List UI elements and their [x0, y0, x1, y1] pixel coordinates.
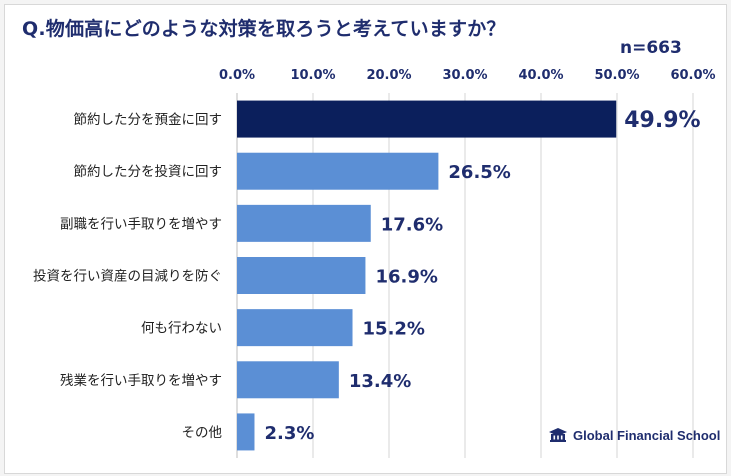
bar	[237, 152, 439, 190]
school-logo-text: Global Financial School	[573, 427, 721, 443]
bar	[237, 100, 617, 138]
school-crest-icon	[549, 428, 567, 442]
x-tick-label: 50.0%	[594, 68, 639, 83]
category-label: 投資を行い資産の目減りを防ぐ	[33, 268, 222, 285]
sample-size-label: n=663	[620, 38, 682, 58]
school-logo: Global Financial School	[548, 427, 720, 443]
bar	[237, 257, 366, 294]
x-tick-label: 20.0%	[366, 68, 411, 83]
data-label: 13.4%	[349, 371, 411, 392]
data-label: 17.6%	[381, 214, 443, 235]
data-label: 2.3%	[264, 423, 314, 444]
chart-title: Q.物価高にどのような対策を取ろうと考えていますか？	[22, 18, 506, 40]
category-label: 節約した分を投資に回す	[74, 164, 223, 180]
bar	[237, 204, 371, 242]
bar	[237, 309, 353, 347]
x-tick-label: 10.0%	[290, 68, 335, 83]
category-label: 残業を行い手取りを増やす	[60, 373, 222, 389]
x-tick-label: 60.0%	[670, 68, 715, 83]
category-label: 副職を行い手取りを増やす	[60, 216, 222, 232]
x-tick-label: 30.0%	[442, 68, 487, 83]
data-label: 49.9%	[624, 108, 700, 133]
bar	[237, 361, 339, 399]
x-tick-label: 40.0%	[518, 68, 563, 83]
bar	[237, 413, 255, 451]
data-label: 15.2%	[363, 319, 425, 340]
category-label: 何も行わない	[141, 321, 222, 337]
category-label: その他	[182, 425, 223, 441]
data-label: 16.9%	[375, 267, 437, 288]
data-label: 26.5%	[448, 162, 510, 183]
x-tick-label: 0.0%	[219, 68, 255, 83]
category-label: 節約した分を預金に回す	[74, 112, 223, 128]
